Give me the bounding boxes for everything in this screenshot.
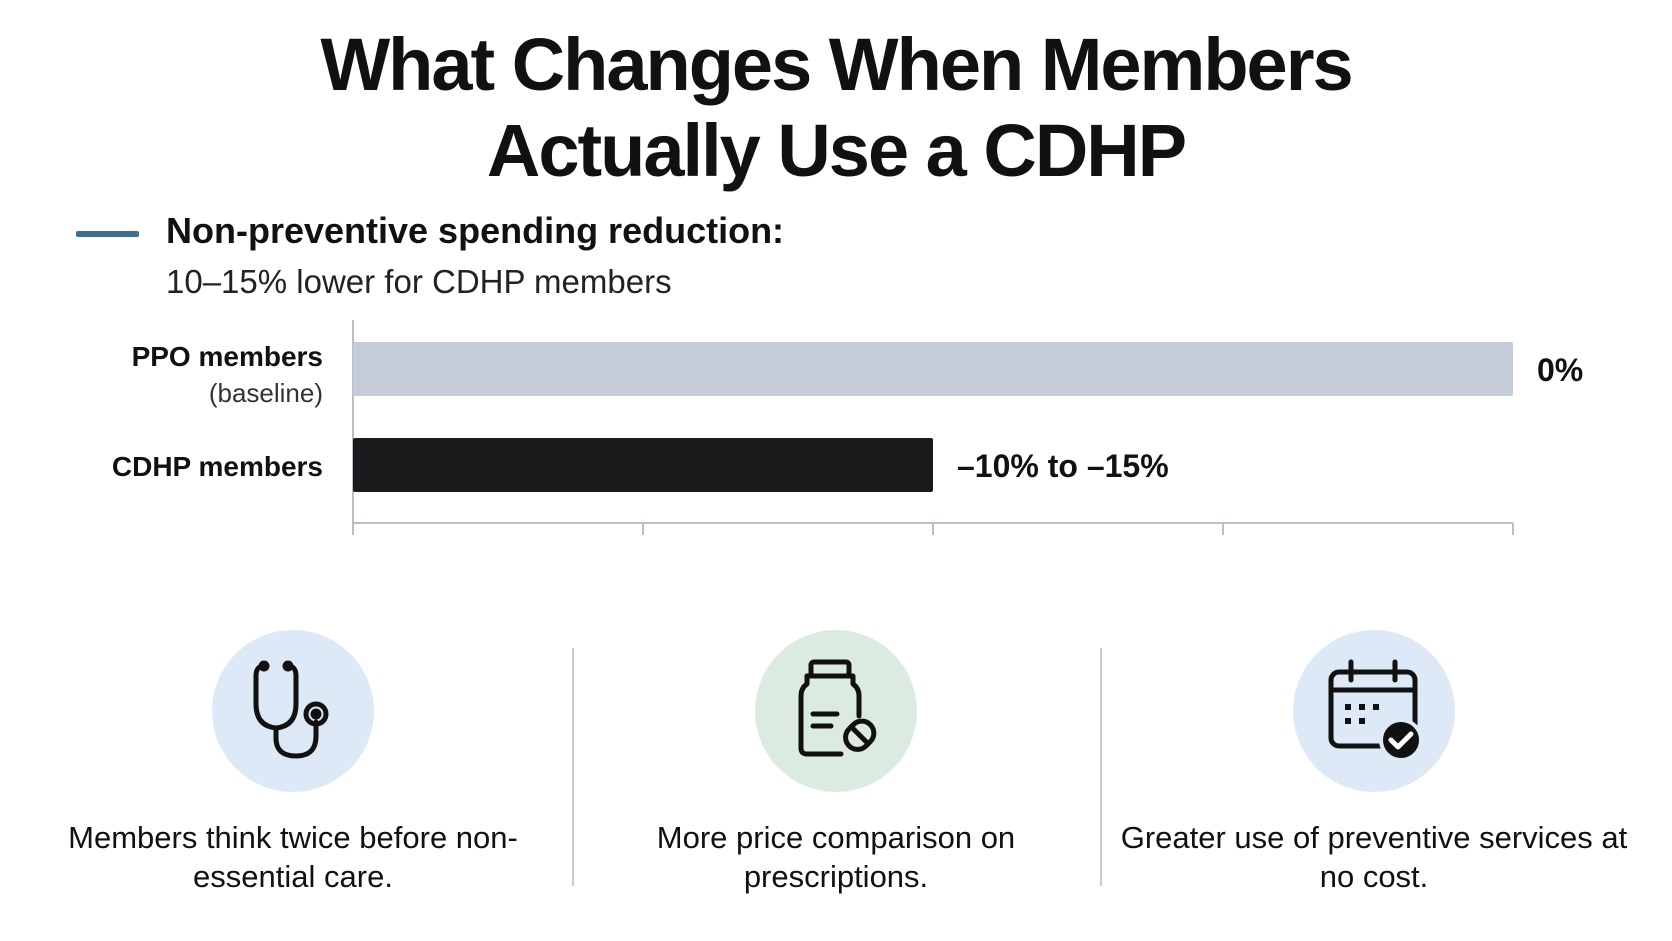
bar-value-label: –10% to –15% [957,448,1169,484]
title-line-2: Actually Use a CDHP [486,109,1187,192]
feature-card-3: Greater use of preventive services at no… [1114,630,1634,896]
feature-icon-circle [1293,630,1455,792]
feature-text: Members think twice before non-essential… [68,820,518,894]
divider [572,648,574,886]
divider [1100,648,1102,886]
chart-subtitle: Non-preventive spending reduction: [166,210,785,251]
bar-chart: –20%–15%–10%–5%0%0%PPO members(baseline)… [112,320,1583,535]
page-title: What Changes When Members Actually Use a… [0,22,1672,194]
bar [353,438,933,492]
title-line-1: What Changes When Members [320,23,1353,106]
feature-icon-circle [212,630,374,792]
feature-text: More price comparison on prescriptions. [656,820,1016,894]
calendar-check-icon [1328,659,1423,762]
feature-icon-circle [755,630,917,792]
feature-text: Greater use of preventive services at no… [1120,820,1628,894]
category-label: PPO members [132,341,323,372]
legend-line-marker [76,231,139,237]
chart-subtitle-detail: 10–15% lower for CDHP members [166,263,672,300]
stethoscope-icon [253,660,329,759]
category-label: CDHP members [112,451,323,482]
feature-card-1: Members think twice before non-essential… [33,630,553,896]
category-sublabel: (baseline) [209,378,323,408]
bar [353,342,1513,396]
bar-value-label: 0% [1537,352,1583,388]
feature-card-2: More price comparison on prescriptions. [576,630,1096,896]
pill-bottle-icon [798,659,877,757]
